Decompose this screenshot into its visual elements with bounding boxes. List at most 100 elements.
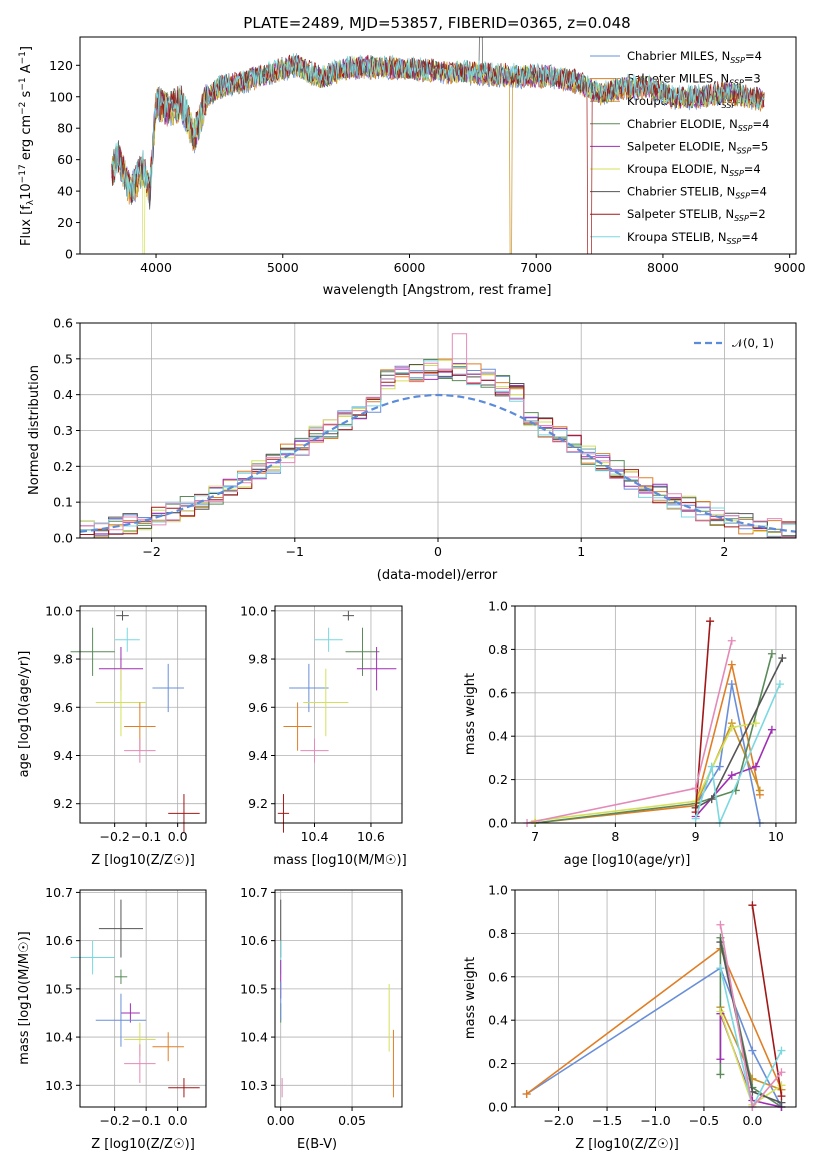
- mass-ebv-ytick-label: 10.5: [240, 981, 268, 996]
- weight-age-marker: [767, 725, 776, 734]
- weight-age-xtick-label: 8: [611, 829, 619, 844]
- mass-z-ytick-label: 10.4: [45, 1030, 73, 1045]
- spectrum-xtick-label: 6000: [394, 260, 426, 275]
- mass-z-xtick-label: 0.0: [168, 1113, 188, 1128]
- weight-age-marker: [707, 795, 716, 804]
- weight-age-series-5: [535, 722, 757, 822]
- weight-age-marker: [727, 680, 736, 689]
- spectrum-legend-label: Chabrier STELIB, NSSP=4: [627, 185, 767, 201]
- weight-age-series-7: [694, 621, 711, 813]
- mass-ebv-xlabel: E(B-V): [297, 1137, 337, 1152]
- weight-age-marker: [767, 649, 776, 658]
- weight-z-marker: [777, 1092, 786, 1101]
- spectrum-ytick-label: 120: [49, 58, 73, 73]
- weight-age-xtick-label: 10: [768, 829, 784, 844]
- age-z-xlabel: Z [log10(Z/Z☉)]: [91, 853, 195, 868]
- age-z-xtick-label: −0.1: [131, 829, 161, 844]
- weight-age-xtick-label: 9: [692, 829, 700, 844]
- mass-z-ytick-label: 10.3: [45, 1078, 73, 1093]
- spectrum-legend-label: Chabrier ELODIE, NSSP=4: [627, 117, 769, 133]
- spectrum-legend-label: Kroupa STELIB, NSSP=4: [627, 230, 758, 246]
- spectrum-xtick-label: 5000: [267, 260, 299, 275]
- weight-z-marker: [716, 1007, 725, 1016]
- residual-histogram-panel: (data-model)/error Normed distribution −…: [27, 316, 797, 583]
- histogram-steps: [80, 333, 796, 538]
- weight-age-marker: [715, 762, 724, 771]
- histogram-xtick-label: 0: [434, 544, 442, 559]
- histogram-ytick-label: 0.0: [53, 531, 73, 546]
- histogram-xtick-label: −1: [286, 544, 304, 559]
- histogram-frame: [79, 322, 797, 539]
- weight-z-marker: [716, 920, 725, 929]
- weight-age-marker: [727, 660, 736, 669]
- weight-z-frame: [514, 889, 797, 1108]
- mass-ebv-ytick-label: 10.4: [240, 1030, 268, 1045]
- mass-ebv-frame: [274, 889, 403, 1108]
- spectrum-ytick-label: 0: [65, 247, 73, 262]
- age-z-xtick-label: −0.2: [99, 829, 129, 844]
- weight-z-xtick-label: −1.5: [592, 1113, 622, 1128]
- weight-age-ytick-label: 1.0: [488, 599, 508, 614]
- spectrum-ylabel: Flux [fλ10−17 erg cm−2 s−1 A−1]: [18, 46, 36, 246]
- weight-age-marker: [691, 784, 700, 793]
- weight-age-marker: [691, 814, 700, 823]
- weight-age-frame: [514, 605, 797, 824]
- histogram-ytick-label: 0.5: [53, 351, 73, 366]
- age-mass-ytick-label: 9.8: [248, 652, 268, 667]
- weight-z-marker: [748, 901, 757, 910]
- age-mass-ytick-label: 9.4: [248, 748, 268, 763]
- age-z-ytick-label: 9.8: [53, 652, 73, 667]
- spectrum-ytick-label: 20: [57, 215, 73, 230]
- spectrum-series-8: [111, 53, 765, 201]
- weight-z-marker: [748, 1046, 757, 1055]
- spectrum-legend-label: Kroupa ELODIE, NSSP=4: [627, 162, 761, 178]
- weight-z-ytick-label: 1.0: [488, 883, 508, 898]
- weight-z-xtick-label: 0.0: [742, 1113, 762, 1128]
- age-z-ytick-label: 9.2: [53, 796, 73, 811]
- mass-z-ytick-label: 10.6: [45, 933, 73, 948]
- weight-z-series-7: [751, 905, 783, 1097]
- weight-age-marker: [707, 762, 716, 771]
- weight-age-series-1: [535, 664, 761, 824]
- mass-ebv-ytick-label: 10.3: [240, 1078, 268, 1093]
- histogram-ytick-label: 0.6: [53, 316, 73, 331]
- histogram-legend-label: 𝒩(0, 1): [732, 336, 774, 350]
- age-mass-xlabel: mass [log10(M/M☉)]: [273, 853, 406, 868]
- age-vs-metallicity-panel: Z [log10(Z/Z☉)] age [log10(age/yr)] −0.2…: [17, 603, 207, 868]
- spectrum-xlabel: wavelength [Angstrom, rest frame]: [323, 283, 552, 298]
- histogram-ylabel: Normed distribution: [27, 365, 42, 495]
- mass-z-xtick-label: −0.2: [99, 1113, 129, 1128]
- weight-age-marker: [727, 636, 736, 645]
- weight-age-ytick-label: 0.4: [488, 729, 508, 744]
- weight-z-xtick-label: −1.0: [640, 1113, 670, 1128]
- weight-age-marker: [727, 723, 736, 732]
- age-z-ytick-label: 9.6: [53, 700, 73, 715]
- weight-age-marker: [751, 719, 760, 728]
- weight-age-ylabel: mass weight: [463, 673, 478, 755]
- mass-ebv-ytick-label: 10.6: [240, 933, 268, 948]
- weight-z-ytick-label: 0.0: [488, 1100, 508, 1115]
- spectrum-ytick-label: 40: [57, 184, 73, 199]
- spectrum-lines: [111, 37, 765, 254]
- weight-z-marker: [716, 964, 725, 973]
- weight-age-ytick-label: 0.8: [488, 642, 508, 657]
- histogram-series-9: [80, 333, 796, 538]
- mass-ebv-xtick-label: 0.00: [267, 1113, 295, 1128]
- spectrum-xtick-label: 8000: [647, 260, 679, 275]
- mass-z-xtick-label: −0.1: [131, 1113, 161, 1128]
- weight-z-series-1: [526, 947, 783, 1095]
- age-z-ytick-label: 10.0: [45, 603, 73, 618]
- weight-z-ytick-label: 0.4: [488, 1013, 508, 1028]
- weight-z-ylabel: mass weight: [463, 957, 478, 1039]
- age-mass-ytick-label: 9.2: [248, 796, 268, 811]
- weight-z-marker: [716, 1055, 725, 1064]
- age-z-ytick-label: 9.4: [53, 748, 73, 763]
- spectrum-legend-label: Chabrier MILES, NSSP=4: [627, 49, 762, 65]
- spectrum-legend-label: Salpeter ELODIE, NSSP=5: [627, 139, 768, 155]
- weight-z-xtick-label: −2.0: [543, 1113, 573, 1128]
- age-mass-xtick-label: 10.4: [301, 829, 329, 844]
- mass-z-xlabel: Z [log10(Z/Z☉)]: [91, 1137, 195, 1152]
- age-vs-mass-panel: mass [log10(M/M☉)] 10.4 10.6 9.2 9.4 9.6 9.8 1…: [240, 603, 407, 868]
- weight-z-series-5: [719, 1011, 782, 1107]
